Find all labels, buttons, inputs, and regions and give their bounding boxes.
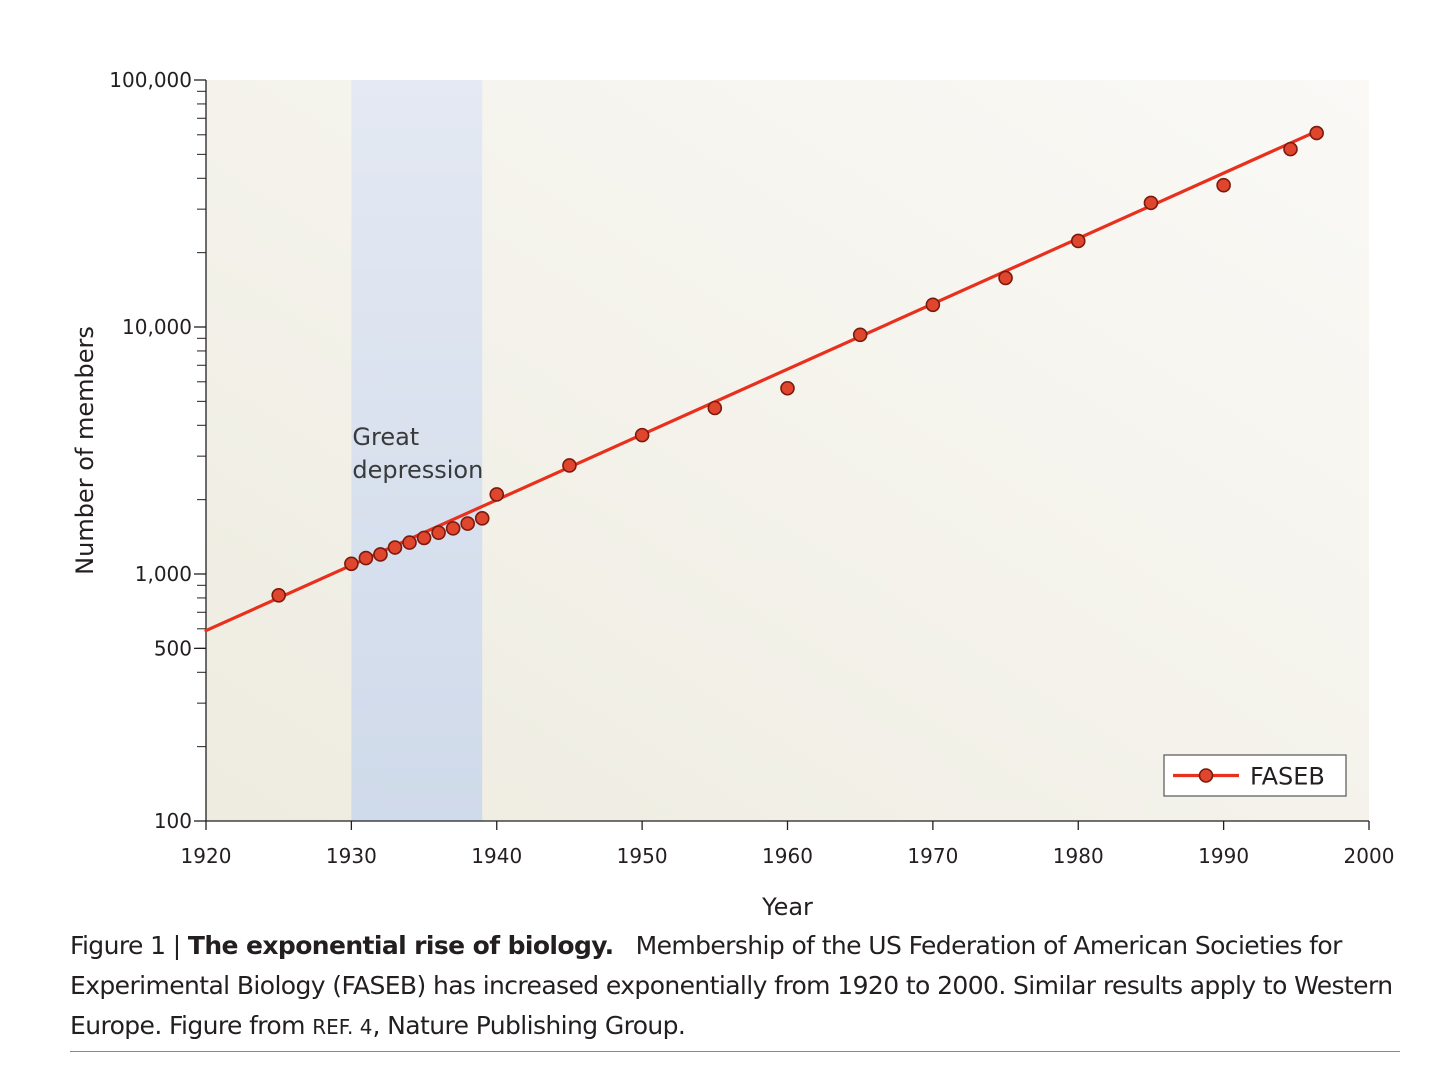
x-tick-label: 1920 bbox=[181, 844, 232, 868]
legend-marker-swatch bbox=[1198, 768, 1214, 783]
data-point bbox=[271, 587, 286, 603]
caption-text: Membership of the US Federation of Ameri… bbox=[70, 931, 1393, 1040]
axis-ticks: 1920 1930 1940 1950 1960 1970 1980 1990 2000 100 5… bbox=[109, 68, 1394, 868]
caption-divider bbox=[70, 1051, 1400, 1052]
x-tick-label: 1960 bbox=[762, 844, 813, 868]
data-point bbox=[925, 297, 941, 313]
data-point bbox=[489, 487, 505, 502]
data-point bbox=[1283, 141, 1298, 157]
x-tick-label: 1940 bbox=[471, 844, 522, 868]
data-point bbox=[562, 458, 577, 473]
y-tick-label: 1,000 bbox=[135, 562, 192, 586]
y-tick-label: 100 bbox=[154, 809, 192, 833]
great-depression-label-line: depression bbox=[352, 456, 483, 484]
data-point bbox=[460, 516, 475, 531]
data-point bbox=[416, 530, 432, 546]
chart: 1920 1930 1940 1950 1960 1970 1980 1990 2000 100 5… bbox=[71, 68, 1394, 921]
caption-reference-link[interactable]: REF. 4 bbox=[312, 1015, 373, 1039]
legend-label: FASEB bbox=[1250, 763, 1325, 791]
x-tick-label: 2000 bbox=[1344, 844, 1395, 868]
x-tick-label: 1980 bbox=[1053, 844, 1104, 868]
data-point bbox=[1216, 177, 1231, 193]
faseb-data-points bbox=[271, 125, 1324, 603]
data-point bbox=[445, 521, 461, 536]
legend-box bbox=[1163, 754, 1347, 797]
data-point bbox=[1143, 195, 1159, 211]
data-point bbox=[1309, 125, 1324, 141]
caption-title: The exponential rise of biology. bbox=[187, 931, 614, 960]
data-point bbox=[998, 270, 1013, 286]
great-depression-band bbox=[351, 80, 483, 821]
data-point bbox=[634, 427, 650, 443]
data-point bbox=[707, 400, 723, 416]
caption-text-end: , Nature Publishing Group. bbox=[372, 1011, 686, 1040]
data-point bbox=[474, 511, 490, 526]
y-tick-label: 100,000 bbox=[109, 68, 192, 92]
caption-figure-label: Figure 1 | bbox=[70, 931, 188, 960]
great-depression-label: Great depression bbox=[352, 423, 483, 484]
x-tick-label: 1970 bbox=[907, 844, 958, 868]
figure-caption: Figure 1 | The exponential rise of biolo… bbox=[70, 926, 1405, 1047]
data-point bbox=[344, 556, 359, 572]
x-tick-label: 1950 bbox=[617, 844, 668, 868]
y-tick-label: 10,000 bbox=[122, 315, 192, 339]
x-tick-label: 1930 bbox=[326, 844, 377, 868]
y-axis-title: Number of members bbox=[71, 326, 99, 575]
data-point bbox=[852, 327, 868, 343]
data-point bbox=[387, 540, 403, 555]
data-point bbox=[358, 550, 374, 566]
data-point bbox=[431, 525, 446, 540]
data-point bbox=[1070, 233, 1086, 249]
x-axis-title: Year bbox=[761, 893, 813, 921]
data-point bbox=[780, 380, 795, 396]
great-depression-label-line: Great bbox=[352, 423, 419, 451]
legend: FASEB bbox=[1163, 754, 1347, 797]
y-tick-label: 500 bbox=[154, 636, 192, 660]
x-tick-label: 1990 bbox=[1198, 844, 1249, 868]
data-point bbox=[402, 535, 417, 550]
data-point bbox=[373, 547, 388, 562]
